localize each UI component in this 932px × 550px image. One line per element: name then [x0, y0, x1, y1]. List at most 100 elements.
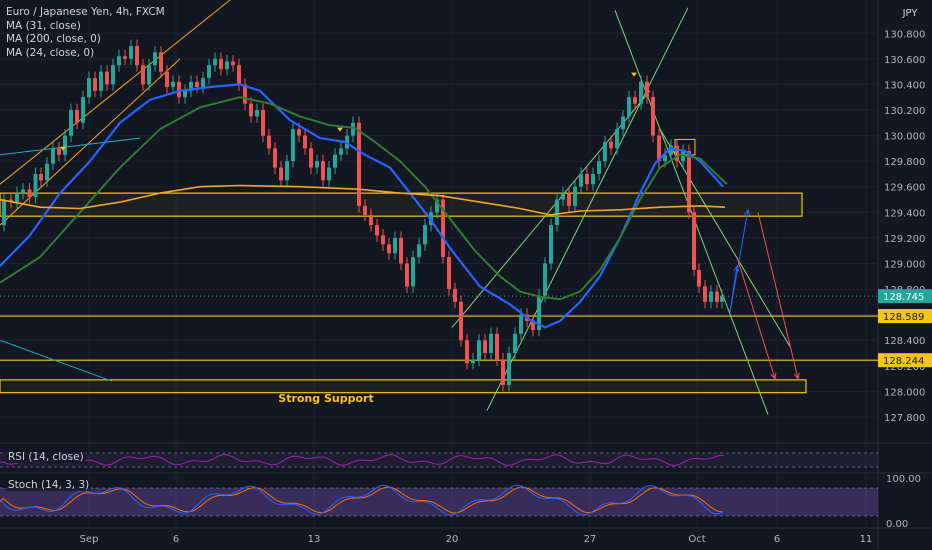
candle-body [459, 301, 463, 341]
candle-body [651, 97, 655, 136]
candle-body [195, 81, 199, 87]
candle-body [561, 193, 565, 200]
candle-body [411, 257, 415, 287]
candle-body [417, 244, 421, 258]
candle-body [33, 173, 38, 197]
orange-trendline [0, 0, 231, 185]
currency-button[interactable]: JPY [888, 5, 932, 21]
candle-body [639, 81, 643, 104]
candle-body [423, 225, 427, 245]
candle-body [321, 161, 325, 181]
candle-body [447, 257, 451, 290]
price-axis[interactable]: 130.800 130.600 130.400 130.200 130.000 129.8… [878, 29, 932, 530]
rsi-label[interactable]: RSI (14, close) [6, 451, 86, 463]
candle-body [225, 61, 229, 70]
candle-body [669, 145, 673, 155]
candle-body [549, 225, 553, 264]
moving-average-series [0, 83, 728, 329]
stoch-pane[interactable] [0, 484, 878, 517]
candle-body [477, 340, 481, 360]
candle-body [591, 173, 595, 185]
candle-body [261, 110, 265, 136]
candle-body [297, 129, 301, 136]
candle-body [627, 97, 631, 117]
ma200-line [0, 184, 726, 216]
candle-body [327, 167, 331, 181]
last-price-badge-bg [878, 289, 932, 304]
candle-body [375, 225, 379, 236]
candle-body [273, 148, 277, 168]
price-tick-label: 130.000 [884, 132, 925, 143]
candle-body [621, 116, 625, 130]
channel-line [659, 128, 791, 347]
candle-body [63, 135, 67, 155]
time-tick-label: 20 [446, 534, 459, 545]
ma24-line [0, 96, 728, 301]
candle-body [285, 161, 289, 181]
rsi-pane[interactable] [0, 452, 878, 468]
ma31-legend[interactable]: MA (31, close) [6, 19, 81, 32]
candle-body [189, 81, 193, 91]
candle-body [231, 61, 235, 66]
candle-body [27, 189, 32, 197]
stoch-d-line [0, 486, 724, 514]
candle-body [351, 122, 355, 136]
candle-body [697, 269, 701, 287]
currency-label: JPY [902, 7, 918, 19]
ma24-legend[interactable]: MA (24, close, 0) [6, 46, 95, 59]
candle-body [213, 58, 217, 66]
candle-body [237, 65, 241, 85]
candle-body [45, 163, 49, 181]
candle-body [483, 340, 487, 354]
time-tick-label: 6 [774, 534, 780, 545]
candle-body [171, 81, 175, 87]
candle-body [573, 186, 577, 206]
candle-body [715, 291, 719, 302]
candle-body [2, 199, 6, 226]
candle-body [177, 81, 181, 98]
candle-body [633, 97, 637, 104]
candle-body [183, 90, 187, 98]
candle-body [615, 129, 619, 149]
blue-forecast-arrow-head [744, 208, 751, 216]
time-axis[interactable]: Sep 6 13 20 27 Oct 6 11 [80, 534, 873, 545]
ma200-legend[interactable]: MA (200, close, 0) [6, 33, 101, 45]
candle-body [357, 122, 361, 206]
candle-body [555, 199, 559, 226]
candle-body [381, 235, 385, 245]
candle-body [609, 141, 613, 149]
candle-body [369, 214, 373, 226]
pivot-marker [337, 127, 343, 132]
candle-body [387, 244, 391, 254]
channel-line [486, 7, 689, 411]
symbol-title[interactable]: Euro / Japanese Yen, 4h, FXCM [6, 6, 165, 18]
candle-body [465, 340, 469, 364]
price-tick-label: 130.400 [884, 80, 925, 91]
price-tick-label: 128.200 [884, 362, 925, 373]
time-tick-label: 6 [173, 534, 179, 545]
candle-body [159, 52, 163, 72]
ma31-line [0, 83, 724, 329]
price-tick-label: 130.600 [884, 55, 925, 66]
price-level-badge-bg [878, 309, 932, 324]
candle-body [537, 295, 541, 330]
teal-trendline [0, 339, 113, 382]
candle-body [687, 150, 691, 213]
price-tick-label: 128.400 [884, 336, 925, 347]
candle-body [147, 65, 151, 85]
price-tick-label: 130.200 [884, 106, 925, 117]
pivot-marker [631, 72, 637, 77]
price-tick-label: 129.400 [884, 208, 925, 219]
candle-body [249, 103, 253, 117]
strong-support-label: Strong Support [278, 392, 373, 405]
candle-body [471, 359, 475, 364]
stoch-label[interactable]: Stoch (14, 3, 3) [6, 479, 92, 491]
candle-body [279, 167, 283, 181]
blue-forecast-arrow [729, 265, 738, 313]
candle-body [531, 321, 535, 330]
candle-body [267, 135, 271, 149]
red-forecast-arrow [736, 256, 776, 379]
candle-body [663, 154, 667, 162]
